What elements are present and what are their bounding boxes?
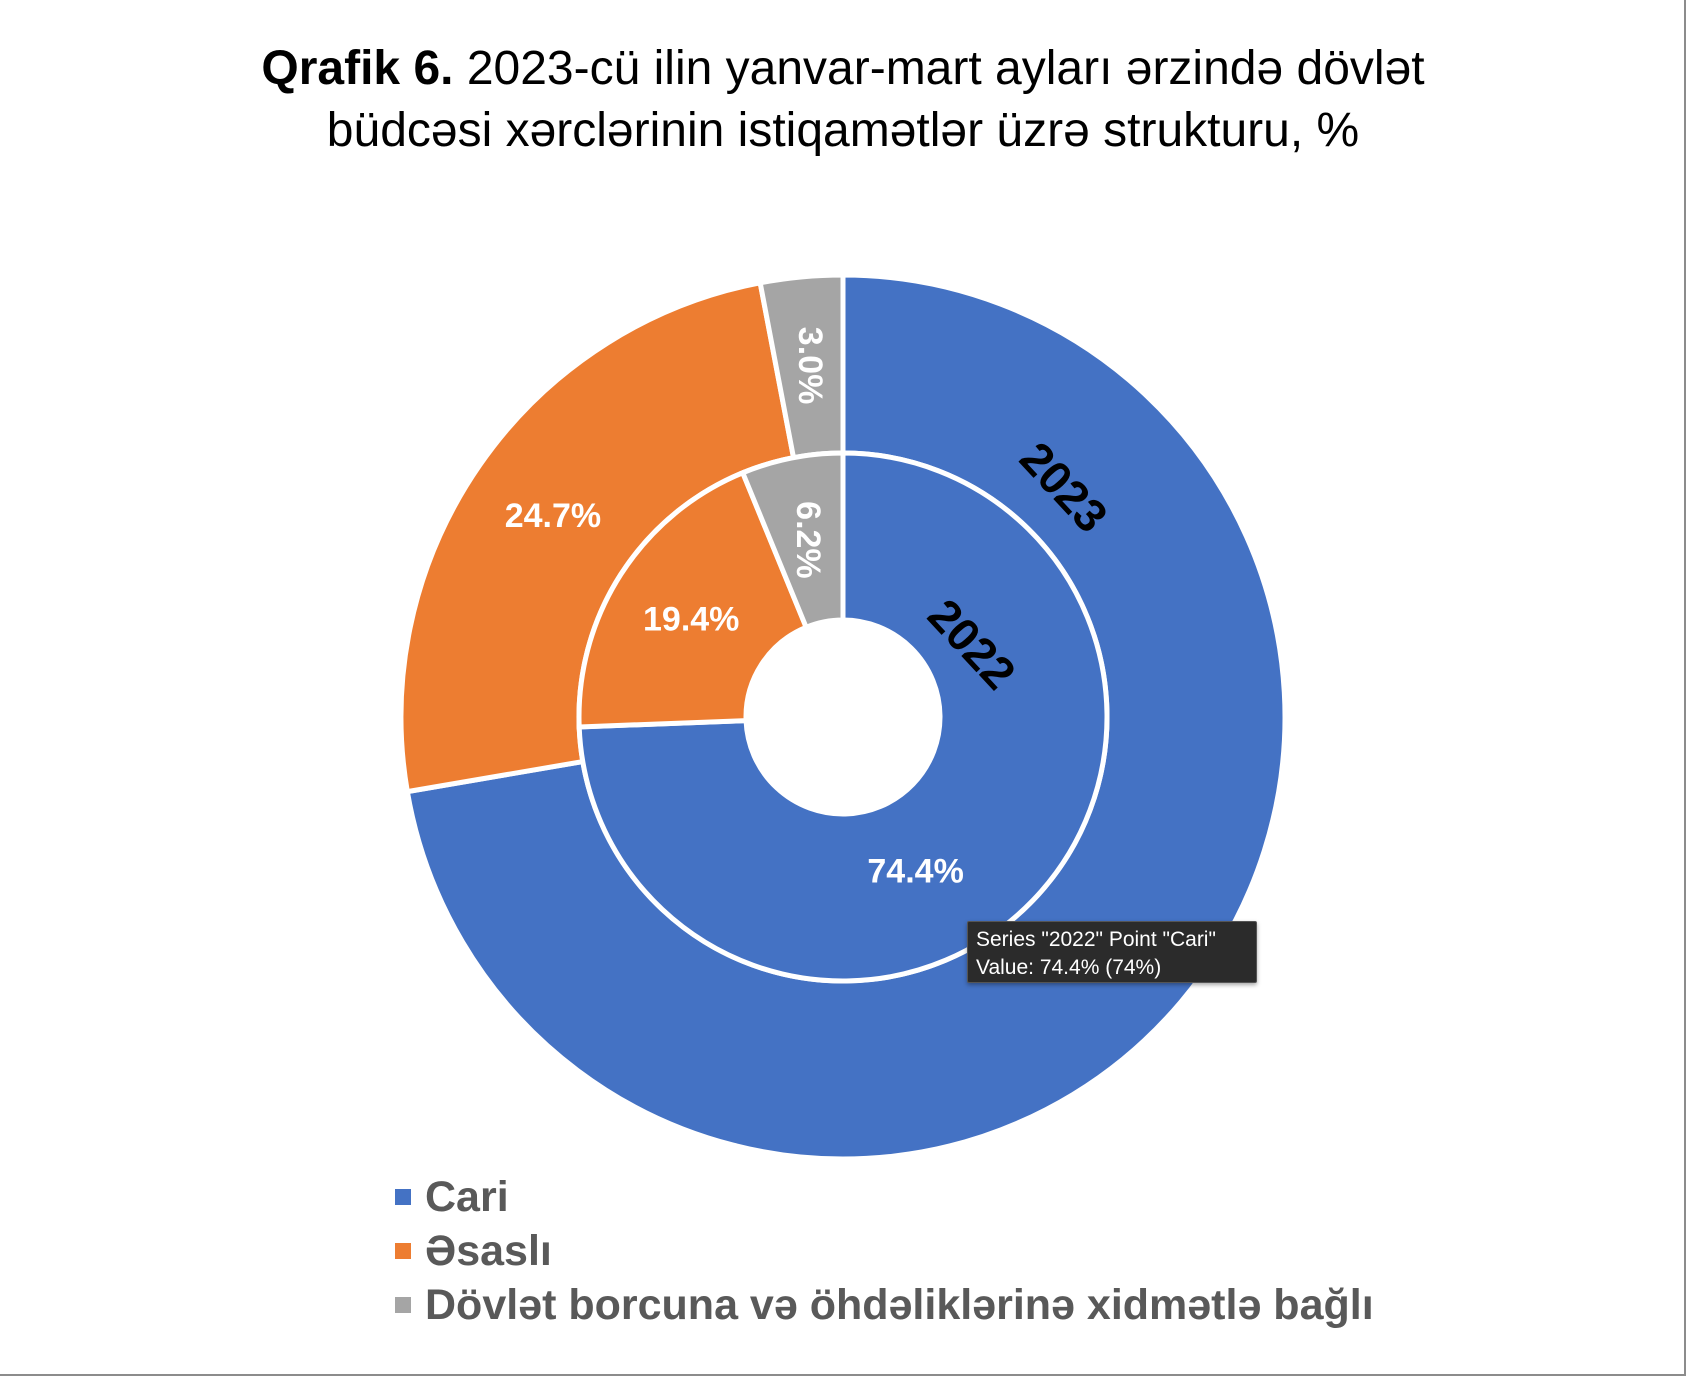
chart-tooltip: Series "2022" Point "Cari" Value: 74.4% … — [967, 921, 1257, 983]
tooltip-line-2: Value: 74.4% (74%) — [976, 956, 1162, 979]
data-label-2022-cari: 74.4% — [867, 852, 963, 890]
inner-ring-2022 — [576, 450, 1110, 984]
legend-swatch-cari — [395, 1189, 411, 1205]
tooltip-line-1: Series "2022" Point "Cari" — [976, 928, 1216, 951]
legend-swatch-dovlet-borcu — [395, 1297, 411, 1313]
chart-title-lead: Qrafik 6. — [261, 42, 454, 95]
data-label-2022-esasli: 19.4% — [643, 600, 739, 638]
data-label-2023-dovlet-borcu: 3.0% — [791, 327, 829, 405]
chart-title-line-1: Qrafik 6. 2023-cü ilin yanvar-mart aylar… — [0, 38, 1686, 100]
legend-label-esasli: Əsaslı — [425, 1226, 552, 1275]
data-labels: 24.7% 3.0% 74.4% 19.4% 6.2% — [505, 327, 964, 890]
data-label-2022-dovlet-borcu: 6.2% — [789, 501, 827, 579]
outer-ring-2023 — [398, 272, 1288, 1162]
data-label-2023-esasli: 24.7% — [505, 497, 601, 535]
legend-item-esasli[interactable]: Əsaslı — [395, 1224, 1374, 1278]
legend-label-dovlet-borcu: Dövlət borcuna və öhdəliklərinə xidmətlə… — [425, 1280, 1374, 1329]
legend-swatch-esasli — [395, 1243, 411, 1259]
slice-2022-esasli[interactable] — [576, 469, 810, 730]
legend: Cari Əsaslı Dövlət borcuna və öhdəliklər… — [395, 1170, 1374, 1332]
slice-2022-cari[interactable] — [576, 450, 1110, 984]
chart-title-line-2: büdcəsi xərclərinin istiqamətlər üzrə st… — [326, 104, 1360, 157]
legend-item-cari[interactable]: Cari — [395, 1170, 1374, 1224]
slice-2022-dovlet-borcu[interactable] — [739, 450, 846, 631]
chart-title: Qrafik 6. 2023-cü ilin yanvar-mart aylar… — [0, 38, 1686, 162]
chart-title-line-1-text: 2023-cü ilin yanvar-mart ayları ərzində … — [453, 42, 1425, 95]
legend-label-cari: Cari — [425, 1172, 509, 1221]
legend-item-dovlet-borcu[interactable]: Dövlət borcuna və öhdəliklərinə xidmətlə… — [395, 1278, 1374, 1332]
